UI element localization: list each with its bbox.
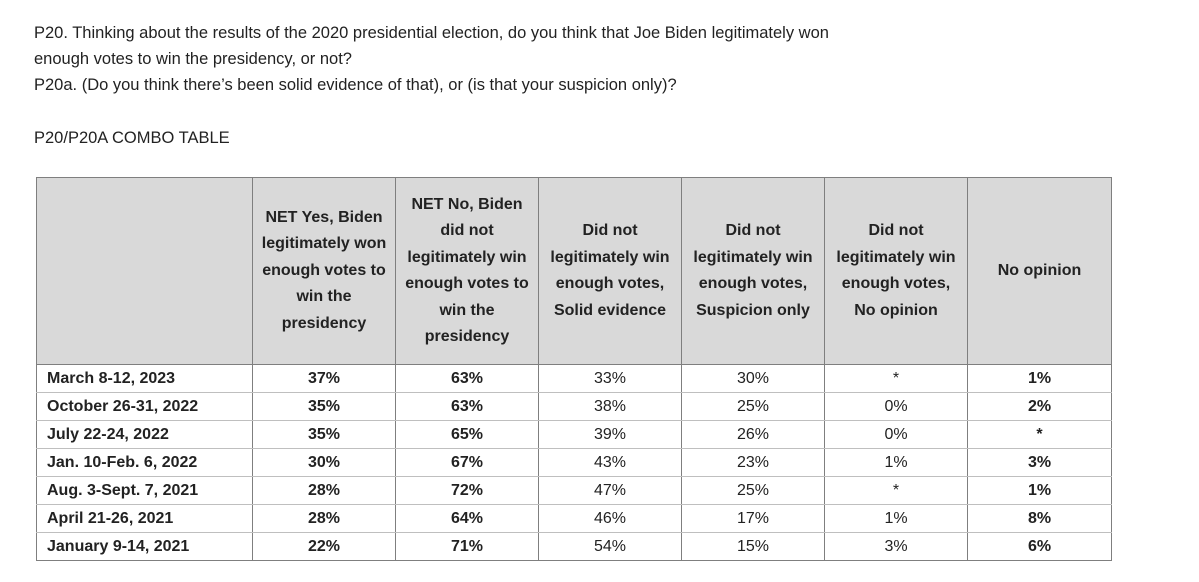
header-blank bbox=[36, 177, 253, 365]
row-date: July 22-24, 2022 bbox=[36, 420, 253, 449]
cell-solid: 54% bbox=[538, 532, 682, 561]
question-text: P20. Thinking about the results of the 2… bbox=[34, 20, 1034, 98]
cell-no-opinion-sub: 0% bbox=[824, 420, 968, 449]
header-no-opinion-sub: Did not legitimately win enough votes, N… bbox=[824, 177, 968, 365]
cell-solid: 38% bbox=[538, 392, 682, 421]
table-row: April 21-26, 2021 28% 64% 46% 17% 1% 8% bbox=[36, 504, 1112, 533]
row-date: January 9-14, 2021 bbox=[36, 532, 253, 561]
table-row: October 26-31, 2022 35% 63% 38% 25% 0% 2… bbox=[36, 392, 1112, 421]
cell-no-opinion-sub: 3% bbox=[824, 532, 968, 561]
question-line-2: enough votes to win the presidency, or n… bbox=[34, 50, 352, 68]
cell-suspicion: 26% bbox=[681, 420, 825, 449]
table-header-row: NET Yes, Biden legitimately won enough v… bbox=[36, 177, 1112, 365]
table-row: Jan. 10-Feb. 6, 2022 30% 67% 43% 23% 1% … bbox=[36, 448, 1112, 477]
cell-solid: 43% bbox=[538, 448, 682, 477]
row-date: March 8-12, 2023 bbox=[36, 364, 253, 393]
cell-net-no: 63% bbox=[395, 392, 539, 421]
cell-no-opinion: 6% bbox=[967, 532, 1112, 561]
cell-net-no: 63% bbox=[395, 364, 539, 393]
cell-no-opinion: * bbox=[967, 420, 1112, 449]
cell-net-yes: 28% bbox=[252, 476, 396, 505]
cell-solid: 33% bbox=[538, 364, 682, 393]
cell-no-opinion-sub: 1% bbox=[824, 504, 968, 533]
cell-no-opinion: 3% bbox=[967, 448, 1112, 477]
row-date: Jan. 10-Feb. 6, 2022 bbox=[36, 448, 253, 477]
cell-solid: 47% bbox=[538, 476, 682, 505]
row-date: October 26-31, 2022 bbox=[36, 392, 253, 421]
cell-suspicion: 23% bbox=[681, 448, 825, 477]
header-solid-evidence: Did not legitimately win enough votes, S… bbox=[538, 177, 682, 365]
question-line-1: P20. Thinking about the results of the 2… bbox=[34, 24, 829, 42]
cell-suspicion: 17% bbox=[681, 504, 825, 533]
cell-net-yes: 35% bbox=[252, 420, 396, 449]
cell-suspicion: 15% bbox=[681, 532, 825, 561]
header-net-yes: NET Yes, Biden legitimately won enough v… bbox=[252, 177, 396, 365]
cell-net-yes: 30% bbox=[252, 448, 396, 477]
table-row: July 22-24, 2022 35% 65% 39% 26% 0% * bbox=[36, 420, 1112, 449]
cell-suspicion: 30% bbox=[681, 364, 825, 393]
question-line-3: P20a. (Do you think there’s been solid e… bbox=[34, 76, 677, 94]
cell-net-yes: 28% bbox=[252, 504, 396, 533]
table-row: January 9-14, 2021 22% 71% 54% 15% 3% 6% bbox=[36, 532, 1112, 561]
cell-suspicion: 25% bbox=[681, 392, 825, 421]
cell-no-opinion: 8% bbox=[967, 504, 1112, 533]
cell-no-opinion-sub: * bbox=[824, 364, 968, 393]
table-row: March 8-12, 2023 37% 63% 33% 30% * 1% bbox=[36, 364, 1112, 393]
cell-net-yes: 22% bbox=[252, 532, 396, 561]
cell-suspicion: 25% bbox=[681, 476, 825, 505]
cell-no-opinion-sub: 1% bbox=[824, 448, 968, 477]
cell-net-yes: 35% bbox=[252, 392, 396, 421]
cell-no-opinion-sub: 0% bbox=[824, 392, 968, 421]
row-date: Aug. 3-Sept. 7, 2021 bbox=[36, 476, 253, 505]
header-suspicion-only: Did not legitimately win enough votes, S… bbox=[681, 177, 825, 365]
cell-no-opinion: 1% bbox=[967, 476, 1112, 505]
cell-net-no: 67% bbox=[395, 448, 539, 477]
cell-net-yes: 37% bbox=[252, 364, 396, 393]
cell-net-no: 64% bbox=[395, 504, 539, 533]
header-no-opinion: No opinion bbox=[967, 177, 1112, 365]
row-date: April 21-26, 2021 bbox=[36, 504, 253, 533]
cell-net-no: 71% bbox=[395, 532, 539, 561]
cell-net-no: 72% bbox=[395, 476, 539, 505]
cell-no-opinion: 2% bbox=[967, 392, 1112, 421]
cell-net-no: 65% bbox=[395, 420, 539, 449]
cell-solid: 39% bbox=[538, 420, 682, 449]
cell-no-opinion-sub: * bbox=[824, 476, 968, 505]
header-net-no: NET No, Biden did not legitimately win e… bbox=[395, 177, 539, 365]
cell-solid: 46% bbox=[538, 504, 682, 533]
cell-no-opinion: 1% bbox=[967, 364, 1112, 393]
table-row: Aug. 3-Sept. 7, 2021 28% 72% 47% 25% * 1… bbox=[36, 476, 1112, 505]
table-title: P20/P20A COMBO TABLE bbox=[34, 129, 230, 147]
combo-table: NET Yes, Biden legitimately won enough v… bbox=[36, 177, 1112, 561]
